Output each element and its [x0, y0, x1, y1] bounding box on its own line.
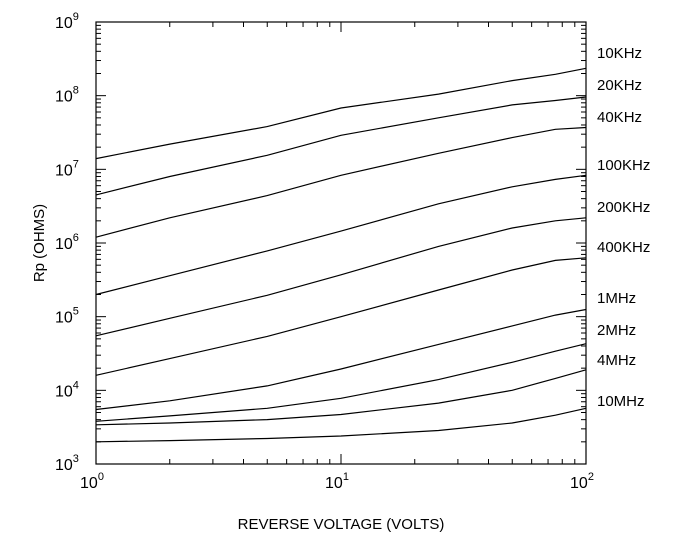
x-axis-title: REVERSE VOLTAGE (VOLTS) [238, 516, 445, 533]
series-label-40khz: 40KHz [597, 109, 642, 126]
series-label-2mhz: 2MHz [597, 322, 636, 339]
series-label-10mhz: 10MHz [597, 393, 645, 410]
x-tick-label: 102 [570, 471, 594, 492]
series-line-10khz [95, 67, 587, 160]
series-label-10khz: 10KHz [597, 45, 642, 62]
series-line-10mhz [95, 407, 587, 443]
y-tick-label: 108 [55, 85, 79, 106]
series-line-40khz [95, 126, 587, 238]
series-line-100khz [95, 174, 587, 296]
y-tick-label: 103 [55, 453, 79, 474]
y-tick-label: 104 [55, 379, 79, 400]
series-label-100khz: 100KHz [597, 157, 650, 174]
series-label-4mhz: 4MHz [597, 352, 636, 369]
series-line-1mhz [95, 308, 587, 411]
y-tick-label: 109 [55, 11, 79, 32]
series-label-1mhz: 1MHz [597, 290, 636, 307]
y-axis-title: Rp (OHMS) [31, 204, 48, 282]
series-line-200khz [95, 217, 587, 337]
y-tick-label: 105 [55, 306, 79, 327]
tick-labels: 100 101 102 103 104 105 106 107 108 109 10KHz 20KHz… [55, 11, 650, 492]
y-tick-label: 106 [55, 232, 79, 253]
y-tick-label: 107 [55, 158, 79, 179]
series-lines [95, 67, 587, 443]
series-label-20khz: 20KHz [597, 77, 642, 94]
x-tick-label: 101 [325, 471, 349, 492]
series-line-2mhz [95, 343, 587, 422]
series-label-200khz: 200KHz [597, 199, 650, 216]
series-line-400khz [95, 257, 587, 376]
x-tick-label: 100 [80, 471, 104, 492]
axis-ticks [95, 22, 586, 465]
series-label-400khz: 400KHz [597, 239, 650, 256]
series-line-4mhz [95, 369, 587, 426]
series-line-20khz [95, 96, 587, 196]
